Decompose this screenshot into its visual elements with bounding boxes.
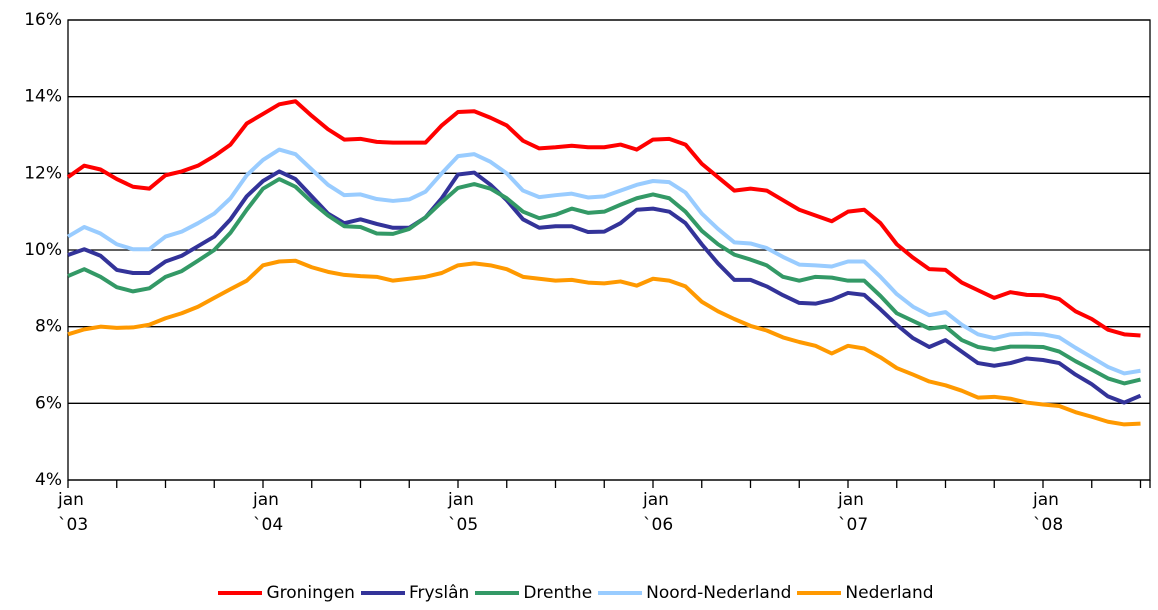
legend: Groningen Fryslân Drenthe Noord-Nederland Ne… [0, 583, 1158, 603]
legend-label: Groningen [266, 583, 355, 603]
legend-label: Fryslân [408, 583, 470, 603]
series-line [66, 147, 1141, 376]
legend-item: Noord-Nederland [598, 583, 791, 603]
x-tick-label: jan `05 [448, 490, 479, 535]
legend-item: Fryslân [360, 583, 470, 603]
legend-label: Noord-Nederland [646, 583, 792, 603]
legend-swatch [475, 591, 520, 595]
legend-swatch [360, 591, 405, 595]
x-tick-label: jan `04 [253, 490, 284, 535]
legend-label: Drenthe [523, 583, 593, 603]
legend-item: Drenthe [475, 583, 592, 603]
legend-item: Groningen [218, 583, 355, 603]
x-tick-label: jan `06 [643, 490, 674, 535]
y-tick-label: 12% [24, 163, 62, 183]
y-tick-label: 6% [35, 393, 62, 413]
y-tick-label: 10% [24, 240, 62, 260]
legend-item: Nederland [797, 583, 934, 603]
y-tick-label: 4% [35, 470, 62, 490]
x-tick-label: jan `08 [1033, 490, 1064, 535]
series-line [67, 177, 1141, 386]
x-tick-label: jan `07 [838, 490, 869, 535]
series-line [66, 99, 1141, 338]
series-line [67, 258, 1141, 427]
legend-label: Nederland [845, 583, 934, 603]
plot-frame [67, 19, 1151, 481]
series-line [67, 169, 1142, 405]
legend-swatch [598, 591, 643, 595]
y-tick-label: 16% [24, 10, 62, 30]
legend-swatch [797, 591, 842, 595]
legend-swatch [218, 591, 263, 595]
y-tick-label: 8% [35, 317, 62, 337]
y-tick-label: 14% [24, 87, 62, 107]
x-tick-label: jan `03 [58, 490, 89, 535]
